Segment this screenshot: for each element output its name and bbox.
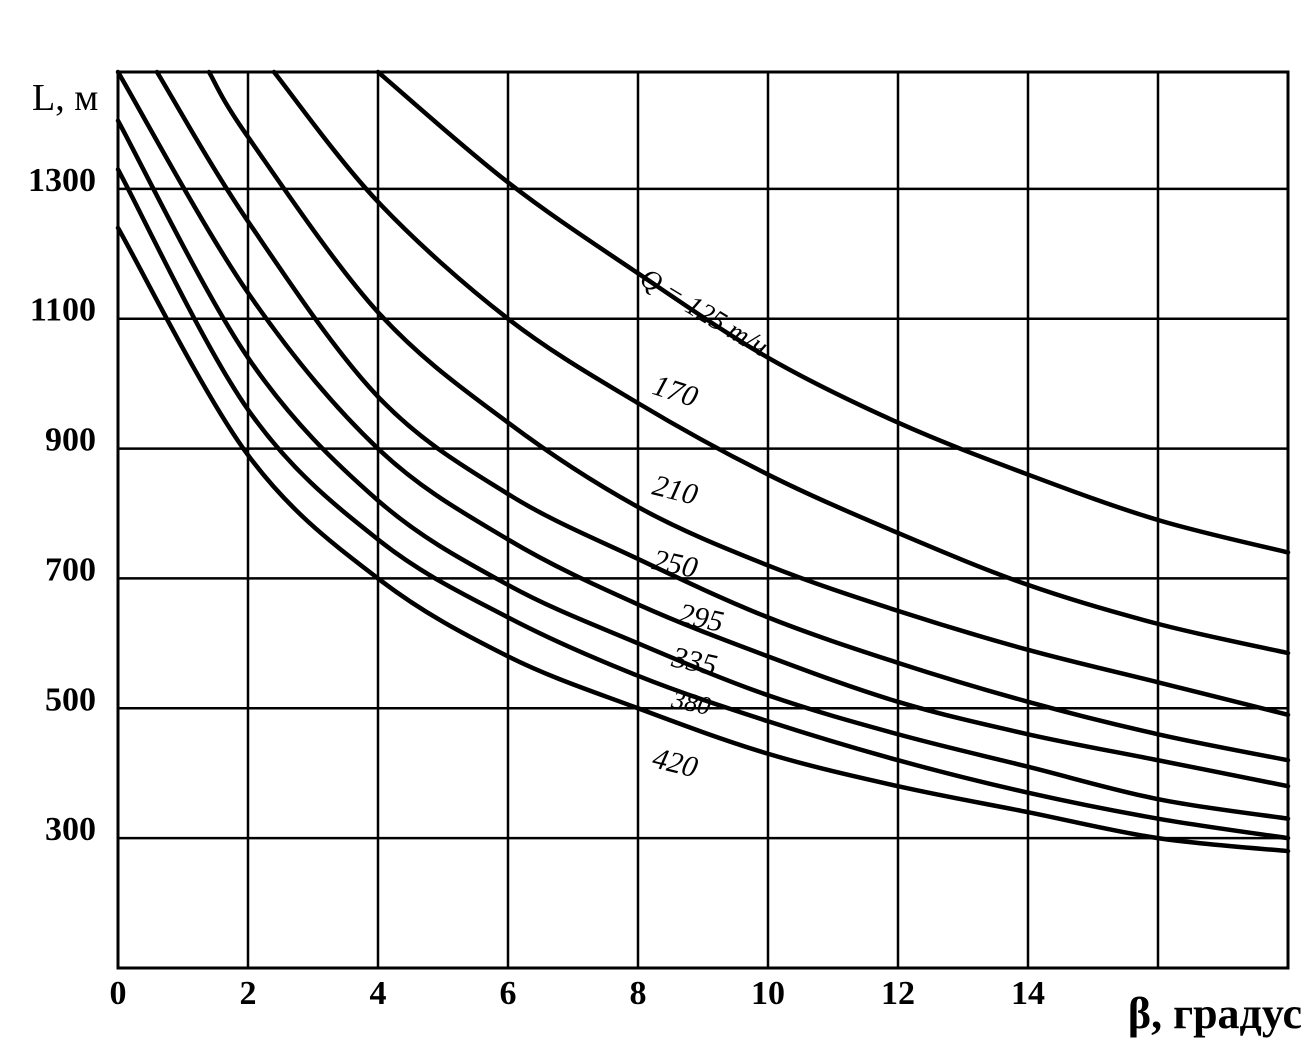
- y-tick-label: 300: [45, 811, 96, 848]
- curve-label: 420: [649, 741, 701, 784]
- plot-frame: [116, 70, 1290, 970]
- x-tick-label: 8: [630, 975, 647, 1012]
- x-tick-label: 0: [110, 975, 127, 1012]
- series-line: [154, 69, 1291, 763]
- x-tick-label: 14: [1011, 975, 1045, 1012]
- curve-label: 380: [668, 684, 713, 721]
- series-line: [375, 69, 1291, 555]
- x-axis-label: β, градус: [1128, 989, 1302, 1038]
- x-tick-label: 10: [751, 975, 785, 1012]
- y-tick-label: 1100: [30, 292, 96, 329]
- x-tick-label: 2: [240, 975, 257, 1012]
- curve-label: Q = 125 т/ч: [634, 262, 773, 362]
- curve-label: 210: [649, 469, 701, 512]
- y-axis-ticks: 300 500 700 900 1100 1300: [28, 162, 96, 848]
- series-line: [115, 167, 1291, 841]
- curve-label: 295: [676, 597, 727, 639]
- series-line: [115, 225, 1291, 854]
- x-axis-ticks: 0 2 4 6 8 10 12 14: [110, 975, 1046, 1012]
- series-line: [115, 118, 1291, 821]
- y-tick-label: 500: [45, 681, 96, 718]
- series-line: [115, 69, 1291, 789]
- y-tick-label: 900: [45, 422, 96, 459]
- curve-label: 170: [649, 369, 702, 414]
- y-axis-label: L, м: [32, 77, 98, 119]
- x-tick-label: 12: [881, 975, 915, 1012]
- x-tick-label: 4: [370, 975, 387, 1012]
- y-tick-label: 700: [45, 551, 96, 588]
- x-tick-label: 6: [500, 975, 517, 1012]
- grid: [118, 72, 1288, 968]
- curve-label: 335: [668, 640, 720, 682]
- series-line: [271, 69, 1291, 656]
- series-line: [206, 69, 1291, 718]
- y-tick-label: 1300: [28, 162, 96, 199]
- series-curves: [115, 69, 1291, 854]
